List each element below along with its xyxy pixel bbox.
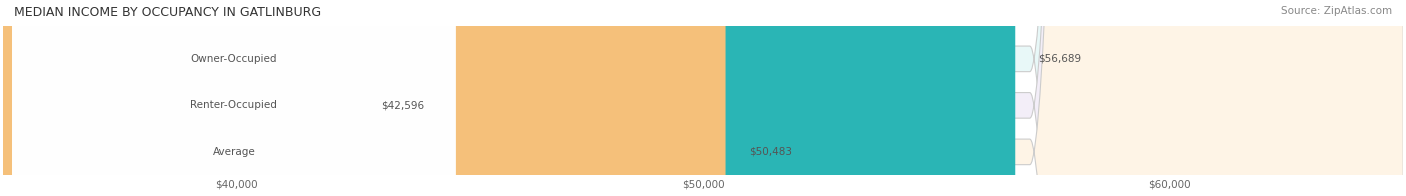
Text: $50,483: $50,483 xyxy=(749,147,792,157)
Text: MEDIAN INCOME BY OCCUPANCY IN GATLINBURG: MEDIAN INCOME BY OCCUPANCY IN GATLINBURG xyxy=(14,6,321,19)
FancyBboxPatch shape xyxy=(13,0,456,196)
FancyBboxPatch shape xyxy=(13,0,456,196)
FancyBboxPatch shape xyxy=(13,0,456,196)
FancyBboxPatch shape xyxy=(3,0,1403,196)
Text: Renter-Occupied: Renter-Occupied xyxy=(190,100,277,110)
FancyBboxPatch shape xyxy=(3,0,1015,196)
Text: $42,596: $42,596 xyxy=(381,100,423,110)
FancyBboxPatch shape xyxy=(0,0,377,196)
FancyBboxPatch shape xyxy=(3,0,725,196)
Text: $56,689: $56,689 xyxy=(1039,54,1081,64)
Text: Average: Average xyxy=(212,147,256,157)
FancyBboxPatch shape xyxy=(3,0,1403,196)
Text: Owner-Occupied: Owner-Occupied xyxy=(191,54,277,64)
FancyBboxPatch shape xyxy=(3,0,1403,196)
Text: Source: ZipAtlas.com: Source: ZipAtlas.com xyxy=(1281,6,1392,16)
